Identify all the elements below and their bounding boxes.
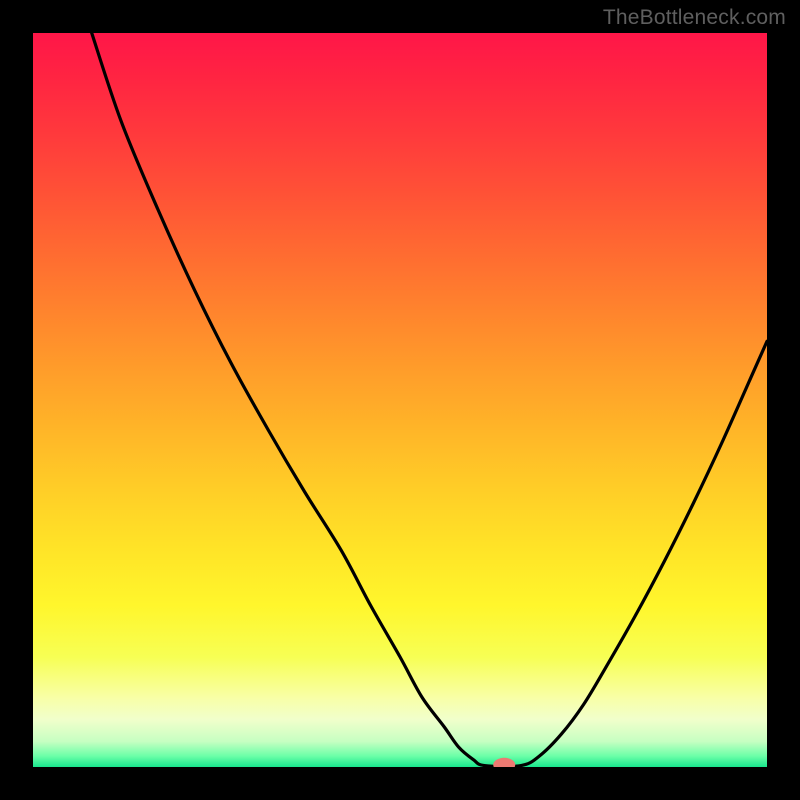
watermark-text: TheBottleneck.com <box>603 6 786 30</box>
plot-outer-bg <box>0 0 800 800</box>
bottleneck-chart-svg <box>33 33 767 767</box>
chart-frame: TheBottleneck.com <box>0 0 800 800</box>
plot-area <box>33 33 767 767</box>
